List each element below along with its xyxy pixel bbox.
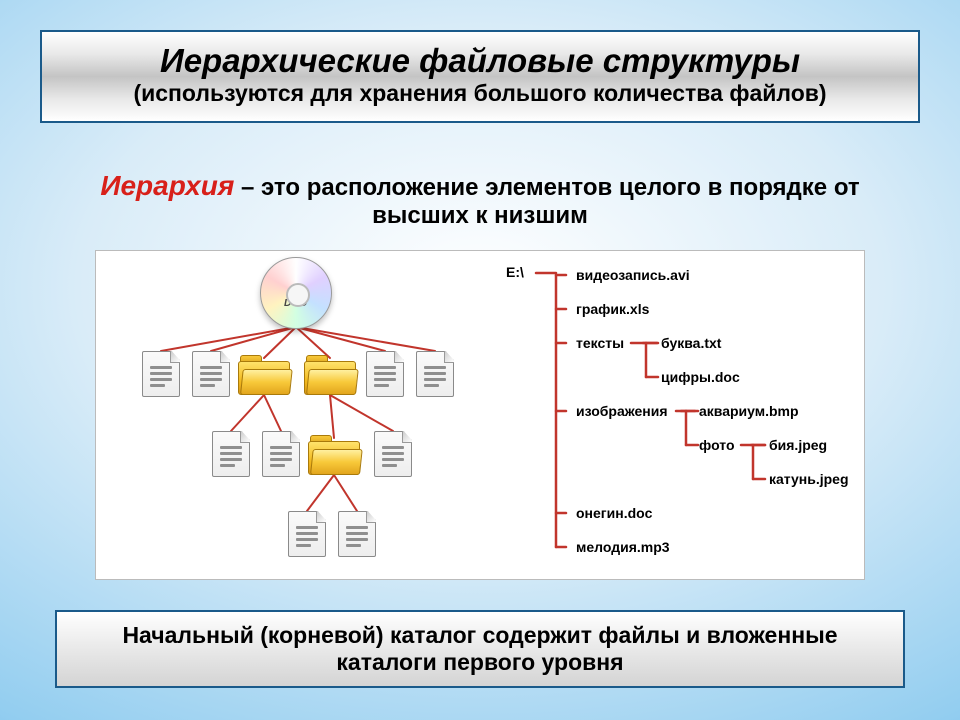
tree-item: график.xls: [576, 301, 649, 317]
file-icon: [212, 431, 250, 477]
tree-item: изображения: [576, 403, 668, 419]
file-tree: E:\ видеозапись.avi график.xls тексты буква…: [501, 261, 856, 571]
file-icon: [366, 351, 404, 397]
tree-item: мелодия.mp3: [576, 539, 670, 555]
tree-item: бия.jpeg: [769, 437, 827, 453]
dvd-disc-icon: DVD: [260, 257, 332, 329]
title-subtitle: (используются для хранения большого коли…: [56, 80, 904, 107]
definition-block: Иерархия – это расположение элементов це…: [60, 170, 900, 230]
footer-banner: Начальный (корневой) каталог содержит фа…: [55, 610, 905, 688]
hierarchy-visual: DVD: [96, 251, 496, 581]
file-icon: [374, 431, 412, 477]
diagram-container: DVD E:\ видеозапись.avi график.xls тексты б…: [95, 250, 865, 580]
definition-text: – это расположение элементов целого в по…: [234, 174, 859, 229]
tree-item: фото: [699, 437, 735, 453]
tree-item: буква.txt: [661, 335, 721, 351]
title-main: Иерархические файловые структуры: [56, 42, 904, 80]
file-icon: [288, 511, 326, 557]
file-icon: [192, 351, 230, 397]
tree-item: тексты: [576, 335, 624, 351]
file-icon: [142, 351, 180, 397]
tree-item: цифры.doc: [661, 369, 740, 385]
folder-icon: [304, 355, 356, 395]
title-banner: Иерархические файловые структуры (исполь…: [40, 30, 920, 123]
footer-text: Начальный (корневой) каталог содержит фа…: [77, 622, 883, 676]
tree-item: катунь.jpeg: [769, 471, 849, 487]
file-icon: [262, 431, 300, 477]
folder-icon: [238, 355, 290, 395]
file-icon: [338, 511, 376, 557]
tree-item: аквариум.bmp: [699, 403, 799, 419]
tree-item: видеозапись.avi: [576, 267, 690, 283]
tree-item: онегин.doc: [576, 505, 652, 521]
tree-root-label: E:\: [506, 264, 524, 280]
definition-keyword: Иерархия: [100, 170, 234, 201]
file-icon: [416, 351, 454, 397]
disc-label: DVD: [284, 298, 308, 309]
folder-icon: [308, 435, 360, 475]
tree-brackets: [501, 261, 856, 571]
